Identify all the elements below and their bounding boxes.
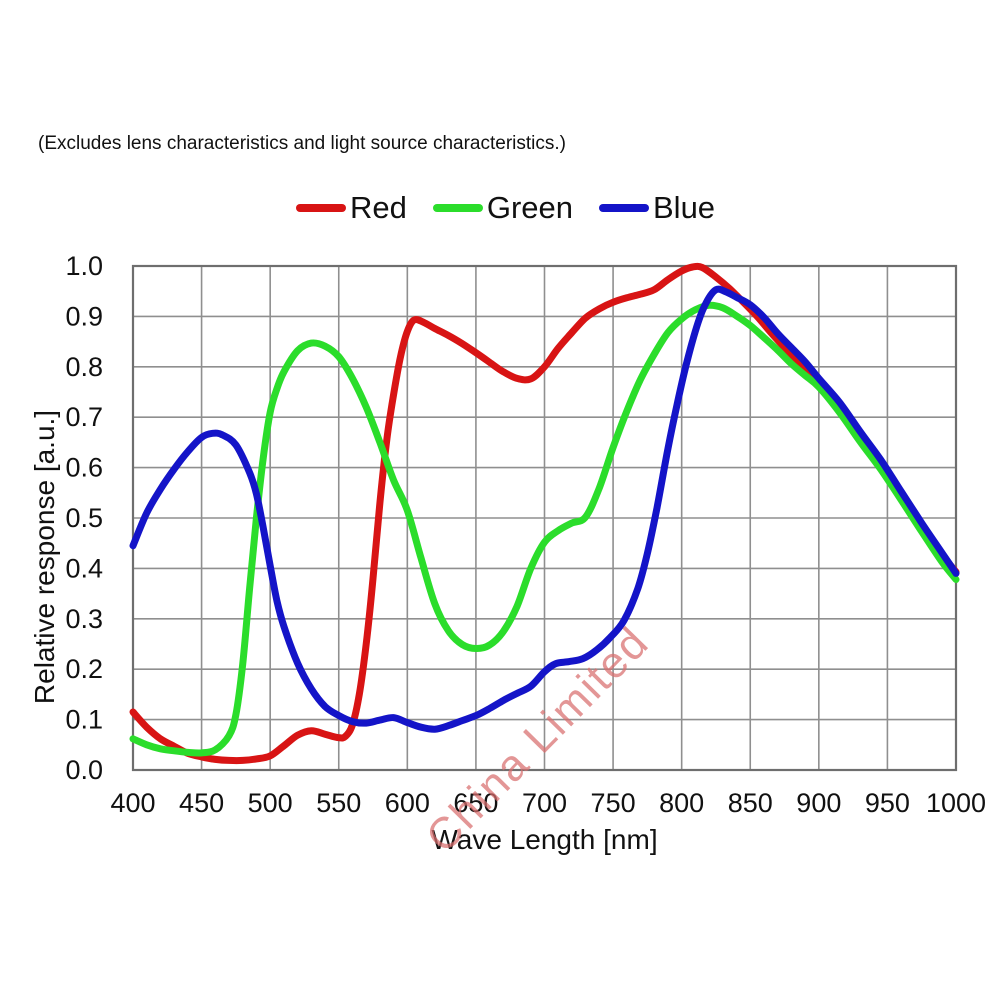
legend-item-green: Green [432, 190, 573, 225]
y-tick-0.1: 0.1 [65, 705, 103, 735]
blue-line-swatch-icon [599, 203, 649, 212]
x-tick-450: 450 [179, 788, 224, 818]
green-curve [129, 301, 960, 757]
y-axis-title: Relative response [a.u.] [29, 409, 60, 705]
red-curve [129, 262, 960, 765]
plot-border [131, 264, 958, 772]
y-tick-0.9: 0.9 [65, 301, 103, 331]
y-tick-0.7: 0.7 [65, 402, 103, 432]
legend-item-red: Red [295, 190, 407, 225]
x-tick-850: 850 [728, 788, 773, 818]
y-tick-0.4: 0.4 [65, 553, 103, 583]
legend-label-green: Green [486, 190, 573, 225]
y-tick-labels: 0.0 0.1 0.2 0.3 0.4 0.5 0.6 0.7 0.8 0.9 1.0 [65, 251, 103, 785]
y-tick-0.5: 0.5 [65, 503, 103, 533]
x-tick-800: 800 [659, 788, 704, 818]
green-line-swatch-icon [432, 203, 483, 212]
chart-note: (Excludes lens characteristics and light… [38, 133, 566, 154]
y-tick-1.0: 1.0 [65, 251, 103, 281]
y-tick-0.3: 0.3 [65, 604, 103, 634]
y-tick-0.0: 0.0 [65, 755, 103, 785]
x-tick-750: 750 [591, 788, 636, 818]
x-tick-900: 900 [796, 788, 841, 818]
x-tick-550: 550 [316, 788, 361, 818]
x-tick-650: 650 [453, 788, 498, 818]
legend-label-blue: Blue [653, 190, 716, 225]
x-tick-400: 400 [110, 788, 155, 818]
y-tick-0.8: 0.8 [65, 352, 103, 382]
x-tick-500: 500 [248, 788, 293, 818]
y-tick-0.6: 0.6 [65, 453, 103, 483]
red-line-swatch-icon [295, 203, 346, 212]
blue-curve [129, 285, 960, 733]
legend-label-red: Red [349, 190, 407, 225]
x-tick-950: 950 [865, 788, 910, 818]
legend-item-blue: Blue [599, 192, 715, 223]
x-tick-1000: 1000 [926, 788, 986, 818]
y-tick-0.2: 0.2 [65, 654, 103, 684]
x-axis-title: Wave Length [nm] [431, 824, 658, 855]
x-tick-600: 600 [385, 788, 430, 818]
chart-legend: Red Green Blue [94, 192, 917, 223]
x-tick-labels: 400 450 500 550 600 650 700 750 800 850 900 950 1000 [110, 788, 986, 818]
x-tick-700: 700 [522, 788, 567, 818]
